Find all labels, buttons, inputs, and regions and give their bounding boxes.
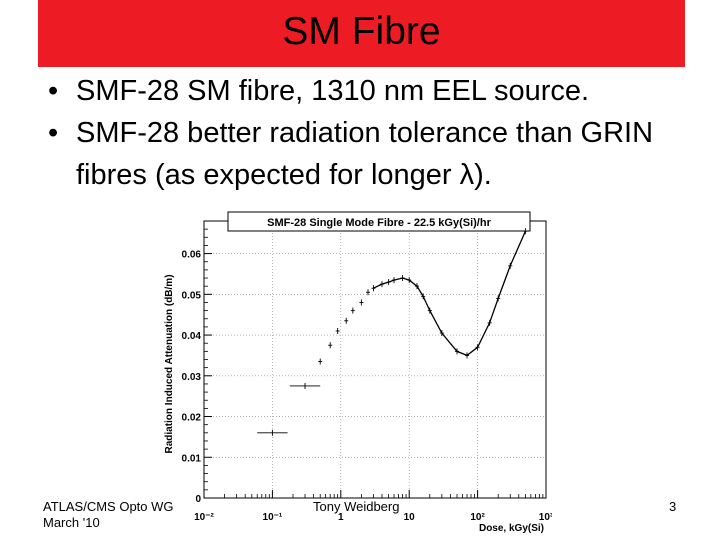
chart-title: SMF-28 Single Mode Fibre - 22.5 kGy(Si)/…	[267, 217, 491, 229]
bullet-dot-icon: •	[48, 75, 59, 107]
page-number: 3	[669, 499, 677, 514]
attenuation-chart: SMF-28 Single Mode Fibre - 22.5 kGy(Si)/…	[148, 201, 554, 538]
x-tick-label: 1	[338, 512, 344, 523]
bullet-dot-icon: •	[48, 117, 59, 149]
x-tick-label: 10²	[470, 512, 485, 523]
y-tick-label: 0.04	[182, 331, 202, 342]
data-points	[257, 228, 528, 436]
footer-author: Tony Weidberg	[313, 499, 400, 514]
grid-lines	[203, 221, 547, 499]
bullet-text: SMF-28 better radiation tolerance than G…	[76, 117, 654, 191]
y-tick-label: 0	[195, 494, 201, 505]
data-curve	[373, 230, 526, 357]
slide-title: SM Fibre	[282, 10, 441, 53]
x-tick-label: 10⁻²	[194, 512, 214, 523]
y-tick-label: 0.02	[182, 413, 202, 424]
x-tick-label: 10³	[539, 512, 552, 523]
plot-area	[203, 220, 547, 499]
y-tick-labels: 0 0.01 0.02 0.03 0.04 0.05 0.06	[182, 250, 202, 505]
y-tick-label: 0.06	[182, 250, 202, 261]
y-axis-label: Radiation Induced Attenuation (dB/m)	[164, 274, 175, 453]
footer-left: ATLAS/CMS Opto WG March '10	[43, 499, 174, 531]
bullet-list: • SMF-28 SM fibre, 1310 nm EEL source. •…	[46, 70, 706, 196]
bullet-text: SMF-28 SM fibre, 1310 nm EEL source.	[76, 75, 590, 107]
x-tick-label: 10⁻¹	[263, 512, 283, 523]
y-tick-label: 0.05	[182, 290, 202, 301]
x-tick-labels: 10⁻² 10⁻¹ 1 10 10² 10³	[194, 512, 554, 523]
footer-date: March '10	[43, 515, 100, 530]
footer-group-name: ATLAS/CMS Opto WG	[43, 499, 174, 514]
chart-svg: SMF-28 Single Mode Fibre - 22.5 kGy(Si)/…	[164, 211, 554, 534]
y-tick-label: 0.03	[182, 372, 202, 383]
x-tick-label: 10	[404, 512, 416, 523]
bullet-item: • SMF-28 better radiation tolerance than…	[46, 112, 706, 196]
title-bar: SM Fibre	[38, 0, 685, 67]
y-tick-label: 0.01	[182, 453, 202, 464]
bullet-item: • SMF-28 SM fibre, 1310 nm EEL source.	[46, 70, 706, 112]
x-axis-label: Dose, kGy(Si)	[479, 523, 544, 534]
chart-title-box	[227, 211, 531, 232]
